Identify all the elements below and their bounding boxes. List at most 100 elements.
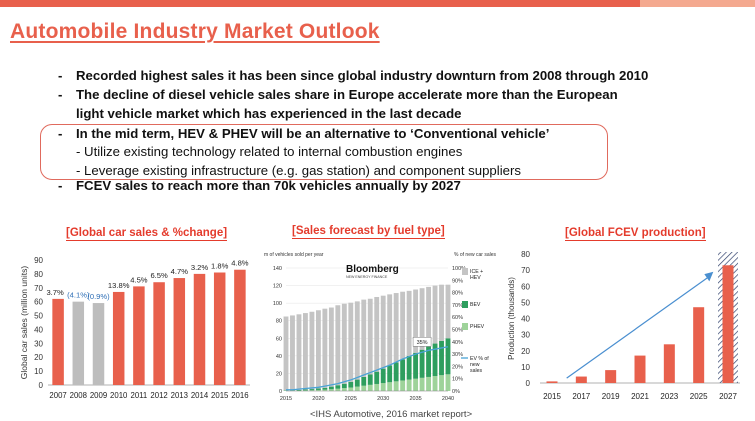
forecast-chart-title: [Sales forecast by fuel type] bbox=[292, 225, 445, 239]
bar bbox=[213, 272, 226, 385]
stack-segment bbox=[406, 290, 412, 356]
stack-segment bbox=[387, 365, 393, 383]
y-tick-label: 50 bbox=[34, 312, 43, 321]
x-tick-label: 2010 bbox=[110, 391, 128, 400]
y2-tick-label: 20% bbox=[452, 364, 463, 370]
stack-segment bbox=[387, 382, 393, 391]
bar bbox=[72, 301, 85, 385]
stack-segment bbox=[309, 389, 315, 391]
top-accent-bar bbox=[0, 0, 640, 7]
stack-segment bbox=[439, 284, 444, 341]
bullet-dash: - bbox=[58, 126, 63, 141]
y-tick-label: 80 bbox=[276, 319, 282, 325]
stack-segment bbox=[387, 294, 393, 366]
stack-segment bbox=[296, 314, 302, 390]
fcev-chart-title: [Global FCEV production] bbox=[565, 227, 706, 241]
bar bbox=[52, 298, 64, 385]
data-label: (0.9%) bbox=[87, 292, 110, 301]
stack-segment bbox=[406, 355, 412, 380]
stack-segment bbox=[426, 376, 431, 391]
trend-arrowhead bbox=[704, 271, 714, 282]
stack-segment bbox=[374, 296, 380, 372]
stack-segment bbox=[354, 379, 360, 387]
stack-segment bbox=[361, 376, 367, 386]
stack-segment bbox=[432, 376, 438, 391]
bar bbox=[173, 278, 186, 385]
stack-segment bbox=[322, 389, 328, 391]
stack-segment bbox=[315, 310, 321, 389]
stack-segment bbox=[413, 289, 419, 353]
bar bbox=[112, 291, 125, 385]
y-tick-label: 60 bbox=[521, 282, 530, 291]
y2-tick-label: 90% bbox=[452, 278, 463, 284]
x-tick-label: 2016 bbox=[231, 391, 248, 400]
legend-label: HEV bbox=[470, 275, 481, 281]
stack-segment bbox=[361, 299, 367, 377]
stack-segment bbox=[303, 390, 308, 391]
stack-segment bbox=[419, 377, 425, 391]
legend-swatch bbox=[462, 268, 468, 275]
annotation-box bbox=[412, 337, 432, 347]
stack-segment bbox=[380, 383, 386, 391]
y-tick-label: 50 bbox=[521, 298, 530, 307]
stack-segment bbox=[432, 285, 438, 344]
stack-segment bbox=[341, 383, 347, 389]
stack-segment bbox=[367, 384, 373, 391]
x-tick-label: 2021 bbox=[631, 392, 649, 401]
stack-segment bbox=[419, 349, 425, 378]
x-tick-label: 2015 bbox=[280, 396, 292, 402]
stack-segment bbox=[445, 374, 451, 391]
y-tick-label: 100 bbox=[273, 301, 282, 307]
stack-segment bbox=[426, 286, 431, 347]
data-label: 3.2% bbox=[191, 263, 209, 272]
stack-segment bbox=[419, 288, 425, 350]
slide-title: Automobile Industry Market Outlook bbox=[10, 20, 380, 43]
stack-segment bbox=[348, 387, 354, 391]
stack-segment bbox=[328, 307, 334, 387]
bullet-text: - Leverage existing infrastructure (e.g.… bbox=[76, 163, 521, 178]
top-accent-bar-light bbox=[640, 0, 755, 7]
y-tick-label: 40 bbox=[521, 315, 530, 324]
bar bbox=[546, 381, 558, 383]
y2-tick-label: 40% bbox=[452, 340, 463, 346]
forecast-chart: m of vehicles sold per year % of new car … bbox=[264, 252, 496, 402]
stack-segment bbox=[374, 383, 380, 391]
y2-tick-label: 10% bbox=[452, 377, 463, 383]
stack-segment bbox=[400, 380, 406, 391]
stack-segment bbox=[361, 385, 367, 391]
stack-segment bbox=[309, 390, 315, 391]
y2-tick-label: 0% bbox=[452, 389, 460, 395]
y-tick-label: 120 bbox=[273, 284, 282, 290]
y2-tick-label: 80% bbox=[452, 291, 463, 297]
bar bbox=[92, 303, 105, 385]
stack-segment bbox=[335, 305, 341, 386]
y-tick-label: 30 bbox=[34, 339, 43, 348]
legend-label: sales bbox=[470, 368, 483, 374]
stack-segment bbox=[309, 311, 315, 390]
stack-segment bbox=[341, 388, 347, 391]
y-tick-label: 0 bbox=[279, 389, 282, 395]
bar bbox=[133, 286, 145, 385]
y-tick-label: 20 bbox=[34, 353, 43, 362]
stack-segment bbox=[322, 387, 328, 390]
x-tick-label: 2014 bbox=[191, 391, 209, 400]
stack-segment bbox=[374, 371, 380, 384]
x-tick-label: 2008 bbox=[70, 391, 87, 400]
stack-segment bbox=[341, 303, 347, 384]
data-label: 1.8% bbox=[211, 262, 229, 271]
sales-chart: 0 10 20 30 40 50 60 70 80 90 Global car sales (mil… bbox=[19, 256, 250, 400]
x-tick-label: 2015 bbox=[543, 392, 561, 401]
y-tick-label: 10 bbox=[34, 367, 43, 376]
stack-segment bbox=[439, 340, 444, 376]
data-label: 4.7% bbox=[171, 267, 189, 276]
stack-segment bbox=[413, 378, 419, 391]
highlight-box bbox=[40, 124, 608, 180]
stack-segment bbox=[393, 362, 399, 382]
y-tick-label: 80 bbox=[34, 270, 43, 279]
stack-segment bbox=[439, 375, 444, 391]
y-tick-label: 90 bbox=[34, 256, 43, 265]
legend-label: ICE + bbox=[470, 269, 483, 275]
stack-segment bbox=[348, 381, 354, 388]
stack-segment bbox=[322, 308, 328, 388]
x-tick-label: 2015 bbox=[211, 391, 229, 400]
